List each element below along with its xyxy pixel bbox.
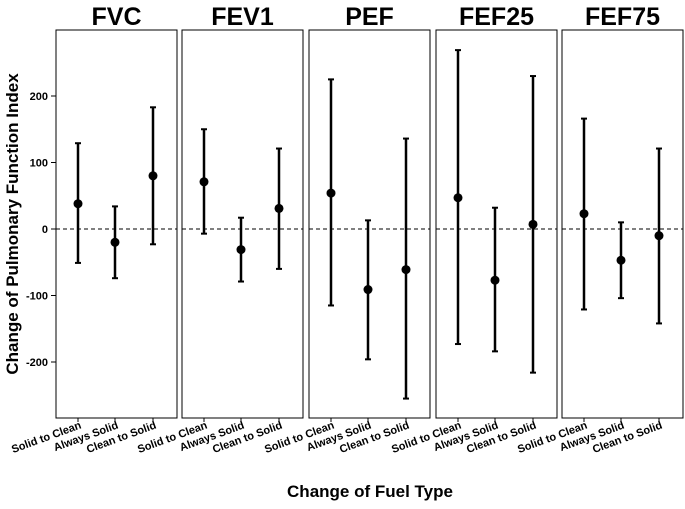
y-tick-label: 100 [30, 158, 48, 170]
point-estimate [363, 285, 373, 295]
panel-title: FEF75 [585, 3, 660, 31]
panel-title: FEV1 [211, 3, 274, 31]
panel-frame [435, 29, 558, 419]
point-estimate [274, 203, 284, 213]
point-estimate [528, 219, 538, 229]
panel-title: FEF25 [459, 3, 534, 31]
point-estimate [73, 199, 83, 209]
panel-frame [181, 29, 304, 419]
panel-frame [561, 29, 684, 419]
point-estimate [199, 177, 209, 187]
point-estimate [490, 275, 500, 285]
y-axis-title: Change of Pulmonary Function Index [3, 73, 22, 375]
x-axis-title: Change of Fuel Type [287, 482, 453, 501]
point-estimate [148, 171, 158, 181]
point-estimate [453, 193, 463, 203]
panel-title: PEF [345, 3, 394, 31]
point-estimate [236, 245, 246, 255]
y-tick-label: 0 [42, 224, 48, 236]
y-tick-label: -100 [26, 291, 48, 303]
point-estimate [110, 237, 120, 247]
y-tick-label: 200 [30, 91, 48, 103]
point-estimate [654, 231, 664, 241]
y-tick-label: -200 [26, 357, 48, 369]
point-estimate [579, 209, 589, 219]
panel-frame [55, 29, 178, 419]
panel-frame [308, 29, 431, 419]
point-estimate [401, 265, 411, 275]
point-estimate [616, 255, 626, 265]
point-estimate [326, 188, 336, 198]
panel-title: FVC [92, 3, 142, 31]
